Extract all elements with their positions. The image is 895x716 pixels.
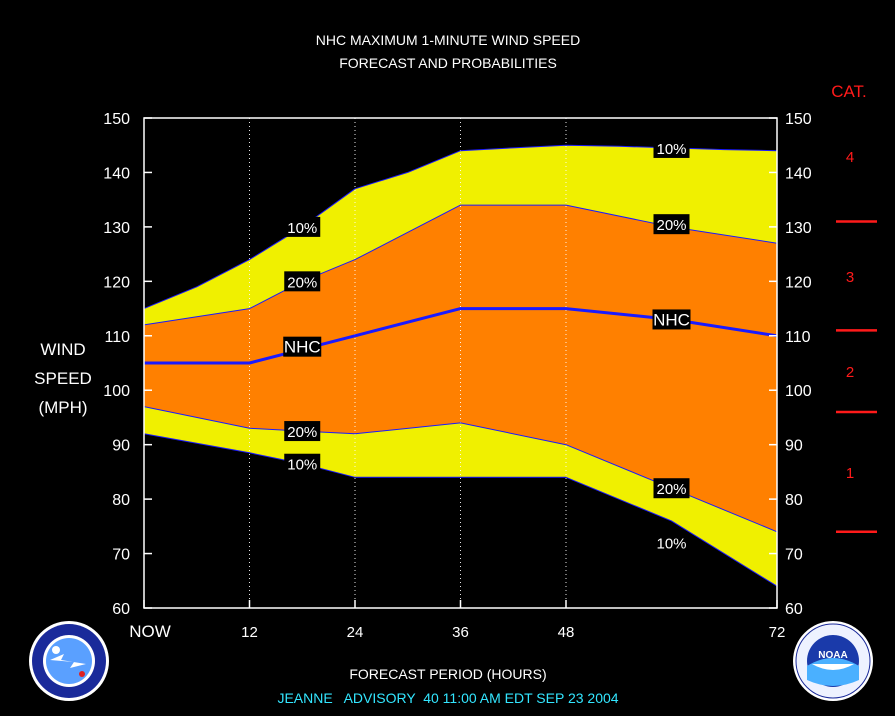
band-label-box-6	[653, 214, 690, 235]
category-label-4: 4	[846, 149, 854, 166]
category-label-2: 2	[846, 364, 854, 381]
band-label-box-0	[284, 216, 321, 237]
probability-bands	[144, 145, 777, 587]
y-tick-label-right-90: 90	[785, 438, 803, 455]
y-tick-label-left-80: 80	[112, 492, 130, 509]
band-label-box-1	[284, 271, 321, 292]
band-label-4: 10%	[287, 457, 317, 474]
band-label-0: 10%	[287, 220, 317, 237]
nws-logo	[29, 621, 109, 701]
y-tick-label-left-110: 110	[104, 329, 130, 346]
x-tick-label-0: NOW	[129, 622, 171, 641]
band-label-box-7	[652, 309, 691, 330]
y-tick-label-left-140: 140	[103, 165, 130, 182]
category-label-3: 3	[846, 269, 854, 286]
x-tick-label-24: 24	[347, 624, 364, 641]
y-tick-label-left-100: 100	[103, 383, 130, 400]
band-label-box-2	[283, 336, 322, 357]
band-label-5: 10%	[656, 141, 686, 158]
y-tick-label-right-150: 150	[785, 111, 812, 128]
band-label-9: 10%	[656, 536, 686, 553]
x-tick-label-36: 36	[452, 624, 469, 641]
y-tick-label-left-90: 90	[112, 438, 130, 455]
axes: 60 60 70 70 80 80 90 90 100 100 110 110 120 120 130 130…	[34, 111, 812, 641]
band-label-7: NHC	[653, 310, 690, 329]
y-tick-label-left-70: 70	[112, 547, 130, 564]
band-label-box-5	[653, 137, 690, 158]
band-label-2: NHC	[284, 338, 321, 357]
chart-title-line-1: NHC MAXIMUM 1-MINUTE WIND SPEED	[316, 32, 580, 48]
y-tick-label-right-130: 130	[785, 220, 812, 237]
y-axis-label-line-2: SPEED	[34, 369, 92, 388]
advisory-text: JEANNE ADVISORY 40 11:00 AM EDT SEP 23 2…	[277, 690, 618, 706]
y-tick-label-right-140: 140	[785, 165, 812, 182]
band-label-box-4	[284, 453, 321, 474]
y-axis-label-line-1: WIND	[40, 340, 85, 359]
chart-title-group: NHC MAXIMUM 1-MINUTE WIND SPEED FORECAST …	[316, 32, 580, 71]
category-scale: CAT. 4 3 2 1	[831, 82, 877, 534]
category-label-1: 1	[846, 465, 854, 482]
y-tick-label-left-150: 150	[103, 111, 130, 128]
band-label-6: 20%	[656, 217, 686, 234]
x-tick-label-72: 72	[769, 624, 786, 641]
y-axis-label-line-3: (MPH)	[38, 398, 87, 417]
x-axis-label: FORECAST PERIOD (HOURS)	[349, 666, 546, 682]
x-tick-label-48: 48	[558, 624, 575, 641]
y-tick-label-left-120: 120	[103, 274, 130, 291]
x-tick-label-12: 12	[241, 624, 258, 641]
y-tick-label-right-110: 110	[785, 329, 811, 346]
y-tick-label-left-130: 130	[103, 220, 130, 237]
band-labels: 10% 20% NHC 20% 10% 10% 20% NHC 20% 10%	[283, 137, 691, 553]
band-label-8: 20%	[656, 481, 686, 498]
y-tick-label-right-70: 70	[785, 547, 803, 564]
y-tick-label-left-60: 60	[112, 601, 130, 618]
series-line-lower_10	[143, 433, 778, 587]
noaa-logo-text: NOAA	[818, 650, 847, 661]
band-label-box-3	[284, 421, 321, 442]
chart-title-line-2: FORECAST AND PROBABILITIES	[339, 55, 557, 71]
band-label-box-8	[653, 478, 690, 499]
y-tick-label-right-120: 120	[785, 274, 812, 291]
y-tick-label-right-100: 100	[785, 383, 812, 400]
band-label-3: 20%	[287, 424, 317, 441]
y-tick-label-right-60: 60	[785, 601, 803, 618]
footer-text: FORECAST PERIOD (HOURS) JEANNE ADVISORY 4…	[277, 666, 618, 706]
y-tick-label-right-80: 80	[785, 492, 803, 509]
category-title: CAT.	[831, 82, 867, 101]
noaa-logo: NOAA	[793, 621, 873, 701]
band-label-1: 20%	[287, 274, 317, 291]
band-label-box-9	[653, 532, 690, 553]
